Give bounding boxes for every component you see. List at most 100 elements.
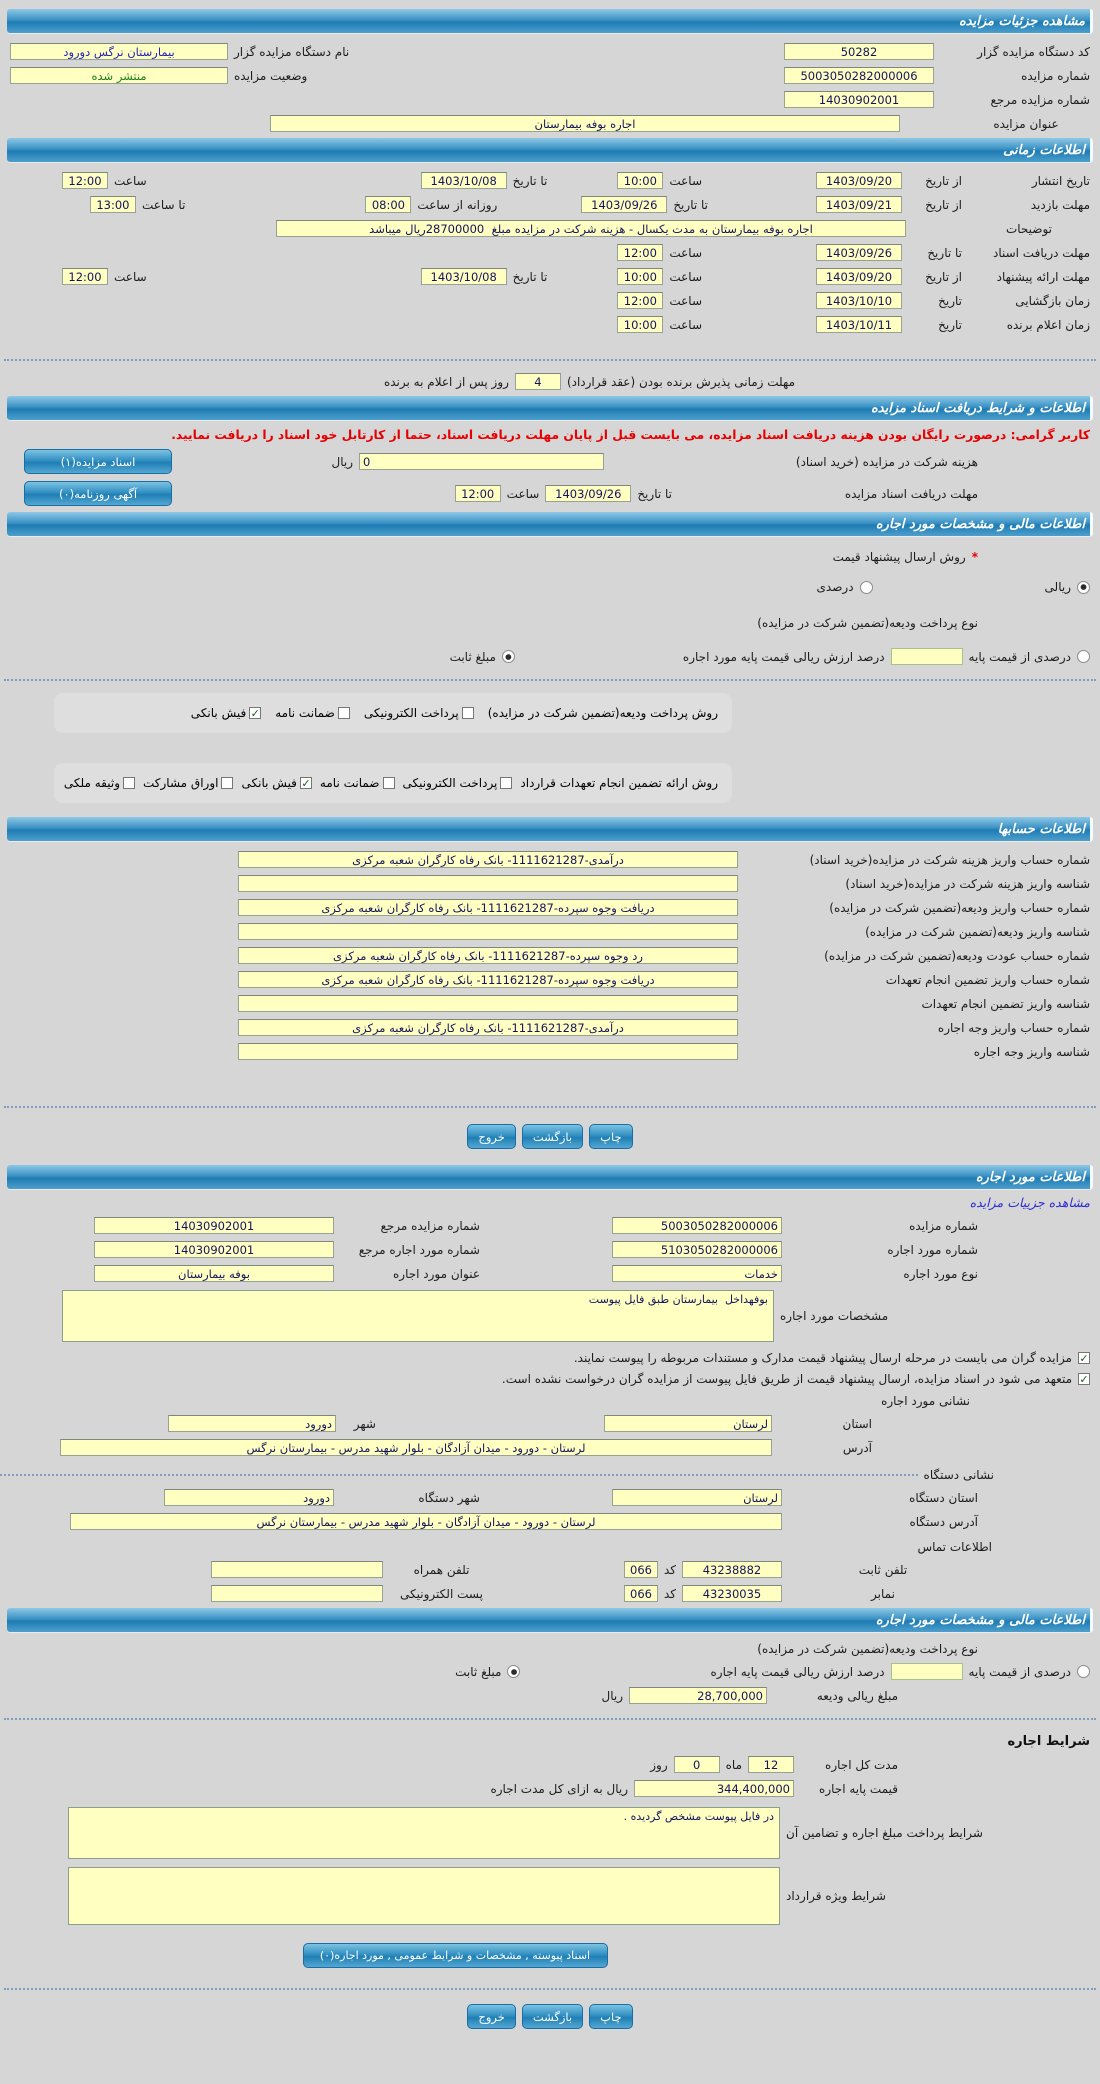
newspaper-ad-button[interactable]: آگهی روزنامه(۰): [24, 481, 172, 506]
auction-docs-button[interactable]: اسناد مزایده(۱): [24, 449, 172, 474]
deposit-type-label: نوع پرداخت ودیعه(تضمین شرکت در مزایده): [757, 616, 978, 630]
offer-to-hour[interactable]: [62, 268, 108, 285]
docs-deadline-date[interactable]: [816, 244, 902, 261]
item-no-field[interactable]: [612, 1241, 782, 1258]
org-address-field[interactable]: [70, 1513, 782, 1530]
deposit-pay-method-group: روش پرداخت ودیعه(تضمین شرکت در مزایده) پ…: [54, 693, 732, 733]
auction-no-field[interactable]: [784, 67, 934, 84]
base-percent-field[interactable]: [890, 1663, 963, 1680]
auction-title-field[interactable]: [270, 115, 900, 132]
phone-code-field[interactable]: [623, 1561, 658, 1578]
print-button[interactable]: چاپ: [589, 1124, 633, 1149]
visit-from-hour[interactable]: [365, 196, 412, 213]
visit-from-date[interactable]: [816, 196, 902, 213]
doc-deadline-hour[interactable]: [454, 485, 501, 502]
duration-days-field[interactable]: [673, 1756, 720, 1773]
account-field[interactable]: [238, 995, 738, 1012]
visit-to-date[interactable]: [581, 196, 668, 213]
winner-hour[interactable]: [617, 316, 664, 333]
radio-rial[interactable]: ●: [1077, 580, 1090, 594]
view-auction-details-link[interactable]: مشاهده جزییات مزایده: [969, 1195, 1090, 1210]
account-row: شناسه واریز ودیعه(تضمین شرکت در مزایده): [0, 923, 1100, 940]
radio-base-percent[interactable]: [1077, 650, 1090, 663]
doc-deadline-date[interactable]: [545, 485, 632, 502]
account-field[interactable]: [238, 971, 738, 988]
offer-from-hour[interactable]: [617, 268, 664, 285]
attach-docs-checkbox-row: ✓ مزایده گران می بایست در مرحله ارسال پی…: [0, 1351, 1100, 1365]
docs-deadline-hour[interactable]: [617, 244, 664, 261]
option-guarantee-letter[interactable]: ضمانت نامه: [275, 706, 350, 720]
address-field[interactable]: [60, 1439, 772, 1456]
section-header-timing: اطلاعات زمانی: [7, 138, 1093, 162]
org-city-field[interactable]: [164, 1489, 334, 1506]
phone-field[interactable]: [682, 1561, 782, 1578]
deposit-amount-field[interactable]: [629, 1687, 767, 1704]
status-field[interactable]: [10, 67, 228, 84]
radio-base-percent[interactable]: [1077, 1665, 1090, 1678]
radio-percent[interactable]: [859, 580, 873, 594]
opening-hour[interactable]: [617, 292, 664, 309]
base-percent-field[interactable]: [890, 648, 963, 665]
offer-to-date[interactable]: [420, 268, 507, 285]
description-field[interactable]: [276, 220, 906, 237]
org-province-field[interactable]: [612, 1489, 782, 1506]
ref-no-field[interactable]: [784, 91, 934, 108]
section-title: اطلاعات و شرایط دریافت اسناد مزایده: [870, 400, 1085, 416]
account-field[interactable]: [238, 875, 738, 892]
to-hour-label: تا ساعت: [141, 197, 186, 212]
publish-to-hour[interactable]: [62, 172, 108, 189]
publish-from-hour[interactable]: [617, 172, 664, 189]
account-field[interactable]: [238, 1019, 738, 1036]
account-field[interactable]: [238, 1043, 738, 1060]
back-button[interactable]: بازگشت: [521, 1124, 584, 1149]
accept-days-field[interactable]: [514, 373, 561, 390]
option-bank-slip[interactable]: ✓ فیش بانکی: [241, 776, 312, 790]
back-button[interactable]: بازگشت: [521, 2004, 584, 2029]
base-price-field[interactable]: [634, 1780, 794, 1797]
org-name-field[interactable]: [10, 43, 228, 60]
pay-terms-field[interactable]: در فایل پیوست مشخص گردیده .: [68, 1807, 780, 1859]
province-field[interactable]: [604, 1415, 772, 1432]
exit-button[interactable]: خروج: [467, 2004, 516, 2029]
checkbox-attach-docs[interactable]: ✓: [1078, 1351, 1090, 1365]
rent-ref-no-field[interactable]: [94, 1217, 334, 1234]
option-epay[interactable]: پرداخت الکترونیکی: [364, 706, 474, 720]
duration-months-field[interactable]: [748, 1756, 794, 1773]
winner-date[interactable]: [816, 316, 902, 333]
account-field[interactable]: [238, 947, 738, 964]
fax-code-field[interactable]: [623, 1585, 658, 1602]
attached-docs-button[interactable]: اسناد پیوسته , مشخصات و شرایط عمومی , مو…: [302, 1943, 608, 1968]
opening-date[interactable]: [816, 292, 902, 309]
special-terms-field[interactable]: [68, 1867, 780, 1925]
exit-button[interactable]: خروج: [467, 1124, 516, 1149]
radio-fixed-amount[interactable]: ●: [507, 1665, 521, 1678]
account-field[interactable]: [238, 923, 738, 940]
radio-fixed-amount[interactable]: ●: [501, 650, 515, 663]
option-guarantee-letter[interactable]: ضمانت نامه: [320, 776, 395, 790]
checkbox-no-file-offer[interactable]: ✓: [1078, 1372, 1090, 1386]
account-field[interactable]: [238, 899, 738, 916]
city-field[interactable]: [168, 1415, 336, 1432]
dotted-divider: [4, 1988, 1096, 1990]
email-field[interactable]: [210, 1585, 383, 1602]
doc-fee-field[interactable]: [359, 453, 604, 470]
item-no-label: شماره مورد اجاره: [887, 1242, 978, 1257]
option-epay[interactable]: پرداخت الکترونیکی: [403, 776, 513, 790]
print-button[interactable]: چاپ: [589, 2004, 633, 2029]
rent-auction-no-field[interactable]: [612, 1217, 782, 1234]
option-participation-bonds[interactable]: اوراق مشارکت: [143, 776, 234, 790]
option-property-collateral[interactable]: وثیقه ملکی: [64, 776, 136, 790]
fax-field[interactable]: [682, 1585, 782, 1602]
item-specs-field[interactable]: بوفهداخل بیمارستان طبق فایل پیوست: [62, 1290, 774, 1342]
org-code-field[interactable]: [784, 43, 934, 60]
item-ref-field[interactable]: [94, 1241, 334, 1258]
item-type-field[interactable]: [612, 1265, 782, 1282]
account-field[interactable]: [238, 851, 738, 868]
mobile-field[interactable]: [210, 1561, 383, 1578]
offer-from-date[interactable]: [816, 268, 902, 285]
item-title-field[interactable]: [94, 1265, 334, 1282]
publish-from-date[interactable]: [816, 172, 902, 189]
publish-to-date[interactable]: [420, 172, 507, 189]
option-bank-slip[interactable]: ✓ فیش بانکی: [190, 706, 262, 720]
visit-to-hour[interactable]: [89, 196, 136, 213]
